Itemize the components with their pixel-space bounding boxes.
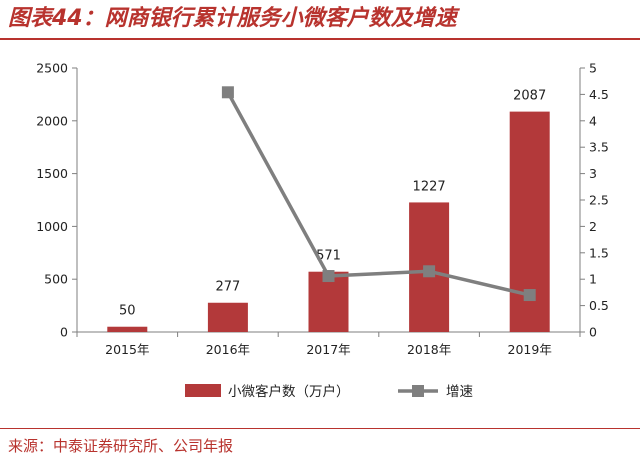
x-tick-label: 2016年 xyxy=(206,342,250,357)
legend-line-label: 增速 xyxy=(446,384,473,400)
y-right-tick-label: 1 xyxy=(589,272,597,287)
y-right-tick-label: 3 xyxy=(589,166,597,181)
y-left-tick-label: 2000 xyxy=(36,113,68,128)
y-right-tick-label: 1.5 xyxy=(589,245,609,260)
y-right-tick-label: 4.5 xyxy=(589,87,609,102)
bar-data-label: 571 xyxy=(316,249,341,264)
bar-data-label: 50 xyxy=(119,304,136,319)
y-left-tick-label: 2500 xyxy=(36,61,68,76)
chart-title: 图表44：网商银行累计服务小微客户数及增速 xyxy=(8,6,457,31)
y-right-tick-label: 2 xyxy=(589,219,597,234)
growth-marker xyxy=(523,289,536,302)
x-tick-label: 2017年 xyxy=(306,342,350,357)
growth-marker xyxy=(423,265,436,278)
y-right-tick-label: 0.5 xyxy=(589,298,609,313)
legend-line-marker xyxy=(412,385,424,397)
growth-marker xyxy=(322,270,335,283)
x-tick-label: 2018年 xyxy=(407,342,451,357)
growth-marker xyxy=(221,86,234,99)
y-right-tick-label: 4 xyxy=(589,113,597,128)
bar-data-label: 1227 xyxy=(413,179,446,194)
legend-bar-label: 小微客户数（万户） xyxy=(228,383,350,400)
growth-line xyxy=(226,91,531,297)
y-right-tick-label: 2.5 xyxy=(589,193,609,208)
x-tick-label: 2019年 xyxy=(508,342,552,357)
y-left-tick-label: 1000 xyxy=(36,219,68,234)
y-right-tick-label: 5 xyxy=(589,61,597,76)
bar xyxy=(207,302,248,332)
bar xyxy=(107,326,148,332)
y-left-tick-label: 1500 xyxy=(36,166,68,181)
combo-chart: 0 500 1000 1500 2000 2500 0 0.5 1 1.5 2 2.5 3 3.5 4 4.5… xyxy=(36,61,609,401)
title-divider xyxy=(0,38,640,40)
bar-data-label: 277 xyxy=(215,280,240,295)
x-tick-label: 2015年 xyxy=(105,342,149,357)
source-note: 来源：中泰证券研究所、公司年报 xyxy=(8,437,234,455)
legend-bar-swatch xyxy=(185,384,221,397)
y-left-tick-label: 0 xyxy=(60,325,68,340)
bar-data-label: 2087 xyxy=(513,89,546,104)
footer-divider xyxy=(0,428,640,429)
y-right-tick-label: 3.5 xyxy=(589,140,609,155)
y-right-tick-label: 0 xyxy=(589,325,597,340)
y-left-tick-label: 500 xyxy=(44,272,68,287)
